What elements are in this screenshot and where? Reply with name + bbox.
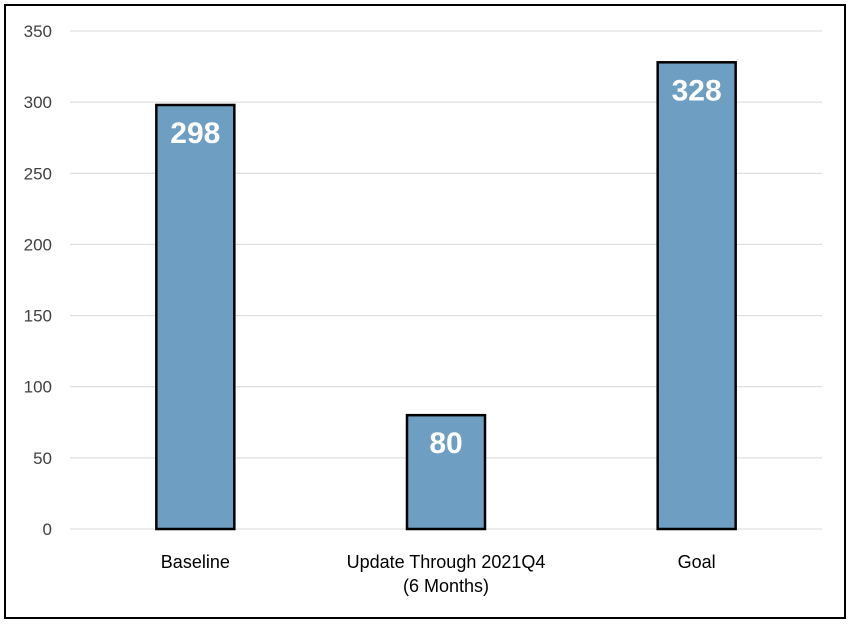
y-tick-label: 150: [24, 307, 52, 326]
y-tick-label: 200: [24, 235, 52, 254]
data-label: 328: [672, 74, 722, 107]
y-tick-label: 250: [24, 164, 52, 183]
x-axis-category-labels: Baseline Update Through 2021Q4 (6 Months) G…: [161, 552, 716, 596]
y-tick-label: 300: [24, 93, 52, 112]
y-tick-label: 50: [33, 449, 52, 468]
y-tick-label: 350: [24, 22, 52, 41]
bar-1: [405, 413, 487, 531]
x-category-label: Update Through 2021Q4 (6 Months): [347, 552, 546, 596]
x-category-label-line: Update Through 2021Q4: [347, 552, 546, 572]
y-axis-tick-labels: 0 50 100 150 200 250 300 350: [24, 22, 52, 539]
bar-0: [155, 103, 236, 531]
bar-2: [656, 61, 737, 531]
bars: [155, 61, 737, 531]
y-tick-label: 0: [43, 520, 52, 539]
x-category-label-line: (6 Months): [403, 576, 489, 596]
x-category-label-line: Baseline: [161, 552, 230, 572]
data-label: 80: [429, 427, 462, 460]
x-category-label: Baseline: [161, 552, 230, 572]
data-labels: 298 80 328: [170, 74, 721, 460]
x-category-label-line: Goal: [678, 552, 716, 572]
x-category-label: Goal: [678, 552, 716, 572]
y-tick-label: 100: [24, 378, 52, 397]
data-label: 298: [170, 117, 220, 150]
